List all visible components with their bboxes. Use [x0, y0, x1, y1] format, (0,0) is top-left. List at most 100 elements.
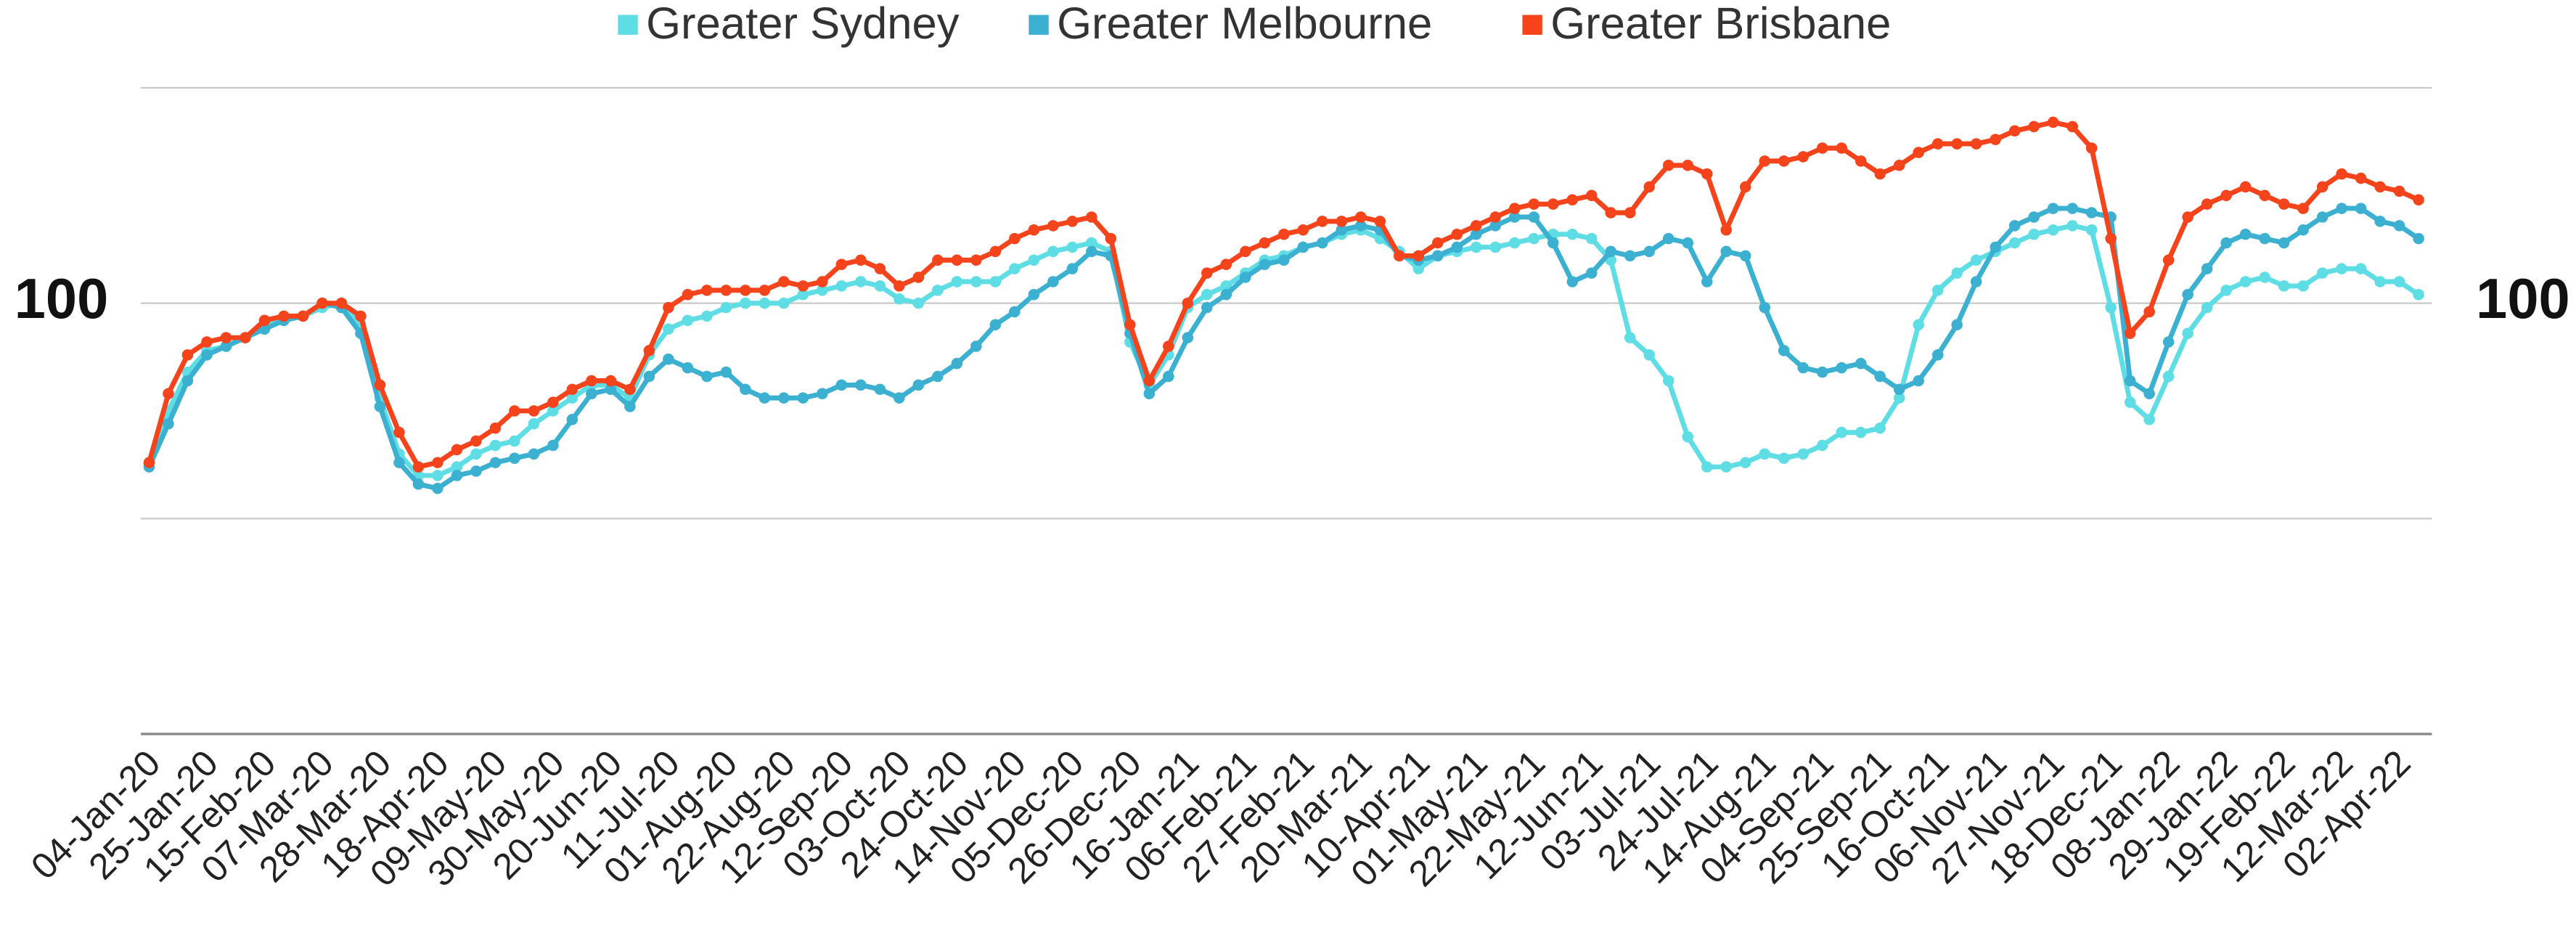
- data-point: [855, 379, 867, 391]
- data-point: [1374, 216, 1386, 227]
- data-point: [240, 332, 251, 343]
- data-point: [547, 439, 559, 452]
- data-point: [1086, 245, 1097, 258]
- data-point: [1797, 448, 1809, 460]
- data-point: [1201, 267, 1213, 279]
- data-point: [2336, 263, 2347, 274]
- data-point: [701, 285, 713, 296]
- data-point: [2297, 224, 2309, 236]
- data-point: [1951, 319, 1963, 331]
- data-point: [528, 418, 540, 430]
- data-point: [1259, 258, 1271, 271]
- data-point: [1624, 332, 1636, 343]
- data-point: [566, 392, 578, 404]
- data-point: [2413, 289, 2424, 301]
- data-point: [2239, 228, 2252, 240]
- data-point: [1355, 220, 1367, 232]
- data-point: [1990, 241, 2001, 253]
- data-point: [1585, 189, 1598, 202]
- data-point: [2143, 414, 2155, 425]
- data-point: [2297, 280, 2309, 292]
- data-point: [1778, 452, 1790, 465]
- data-point: [1701, 276, 1713, 287]
- data-point: [1855, 155, 1867, 167]
- data-point: [2393, 185, 2405, 197]
- data-point: [1778, 345, 1790, 356]
- data-point: [1066, 263, 1079, 274]
- y-tick-label: 100: [15, 268, 108, 330]
- data-point: [355, 310, 367, 322]
- data-point: [509, 435, 520, 447]
- data-point: [759, 285, 771, 296]
- data-point: [1336, 224, 1348, 236]
- data-point: [1682, 430, 1693, 443]
- data-point: [1009, 232, 1021, 245]
- data-point: [451, 444, 463, 456]
- data-point: [835, 280, 848, 292]
- data-point: [874, 263, 886, 274]
- data-point: [932, 285, 944, 296]
- data-point: [797, 280, 809, 292]
- data-point: [663, 354, 674, 365]
- data-point: [1759, 155, 1770, 167]
- data-point: [2162, 370, 2175, 383]
- data-point: [2278, 280, 2290, 292]
- data-point: [2259, 272, 2270, 283]
- data-point: [1201, 301, 1213, 314]
- data-point: [547, 396, 559, 408]
- data-point: [778, 297, 790, 309]
- data-point: [412, 461, 425, 473]
- data-point: [2220, 189, 2232, 202]
- data-point: [1259, 237, 1271, 249]
- data-point: [2355, 203, 2367, 214]
- data-point: [1566, 194, 1579, 205]
- data-point: [1970, 254, 1982, 266]
- data-point: [912, 379, 925, 391]
- data-point: [258, 314, 271, 327]
- data-point: [932, 254, 944, 266]
- data-point: [278, 310, 290, 322]
- data-point: [682, 289, 694, 301]
- data-point: [874, 280, 886, 292]
- data-point: [2316, 181, 2328, 193]
- data-point: [1432, 250, 1444, 262]
- data-point: [2066, 203, 2078, 214]
- data-point: [1874, 168, 1886, 180]
- data-point: [1913, 147, 1924, 158]
- data-point: [1394, 250, 1405, 262]
- data-point: [1605, 245, 1617, 258]
- data-point: [1451, 241, 1463, 253]
- data-point: [1624, 207, 1636, 219]
- data-point: [1508, 203, 1521, 214]
- data-point: [2278, 198, 2290, 210]
- data-point: [1471, 241, 1482, 253]
- data-point: [740, 383, 751, 396]
- data-point: [1759, 301, 1770, 314]
- data-point: [2201, 301, 2213, 314]
- data-point: [1913, 319, 1924, 331]
- data-point: [1528, 211, 1540, 223]
- data-point: [1528, 198, 1540, 210]
- data-point: [1528, 232, 1540, 245]
- data-point: [1432, 237, 1444, 249]
- data-point: [1066, 216, 1079, 227]
- data-point: [1990, 134, 2001, 145]
- data-point: [1836, 426, 1847, 438]
- data-point: [2297, 203, 2309, 214]
- data-point: [1720, 461, 1732, 473]
- data-point: [1547, 237, 1559, 249]
- data-point: [1931, 349, 1944, 361]
- data-point: [2374, 216, 2386, 227]
- data-point: [1874, 370, 1886, 383]
- data-point: [509, 452, 520, 465]
- data-point: [1297, 241, 1309, 253]
- data-point: [2085, 207, 2098, 219]
- data-point: [720, 301, 732, 314]
- data-point: [1931, 138, 1944, 150]
- data-point: [605, 383, 617, 396]
- data-point: [432, 483, 443, 494]
- data-point: [835, 258, 848, 271]
- data-point: [470, 448, 482, 460]
- data-point: [1585, 267, 1598, 279]
- data-point: [2182, 289, 2193, 301]
